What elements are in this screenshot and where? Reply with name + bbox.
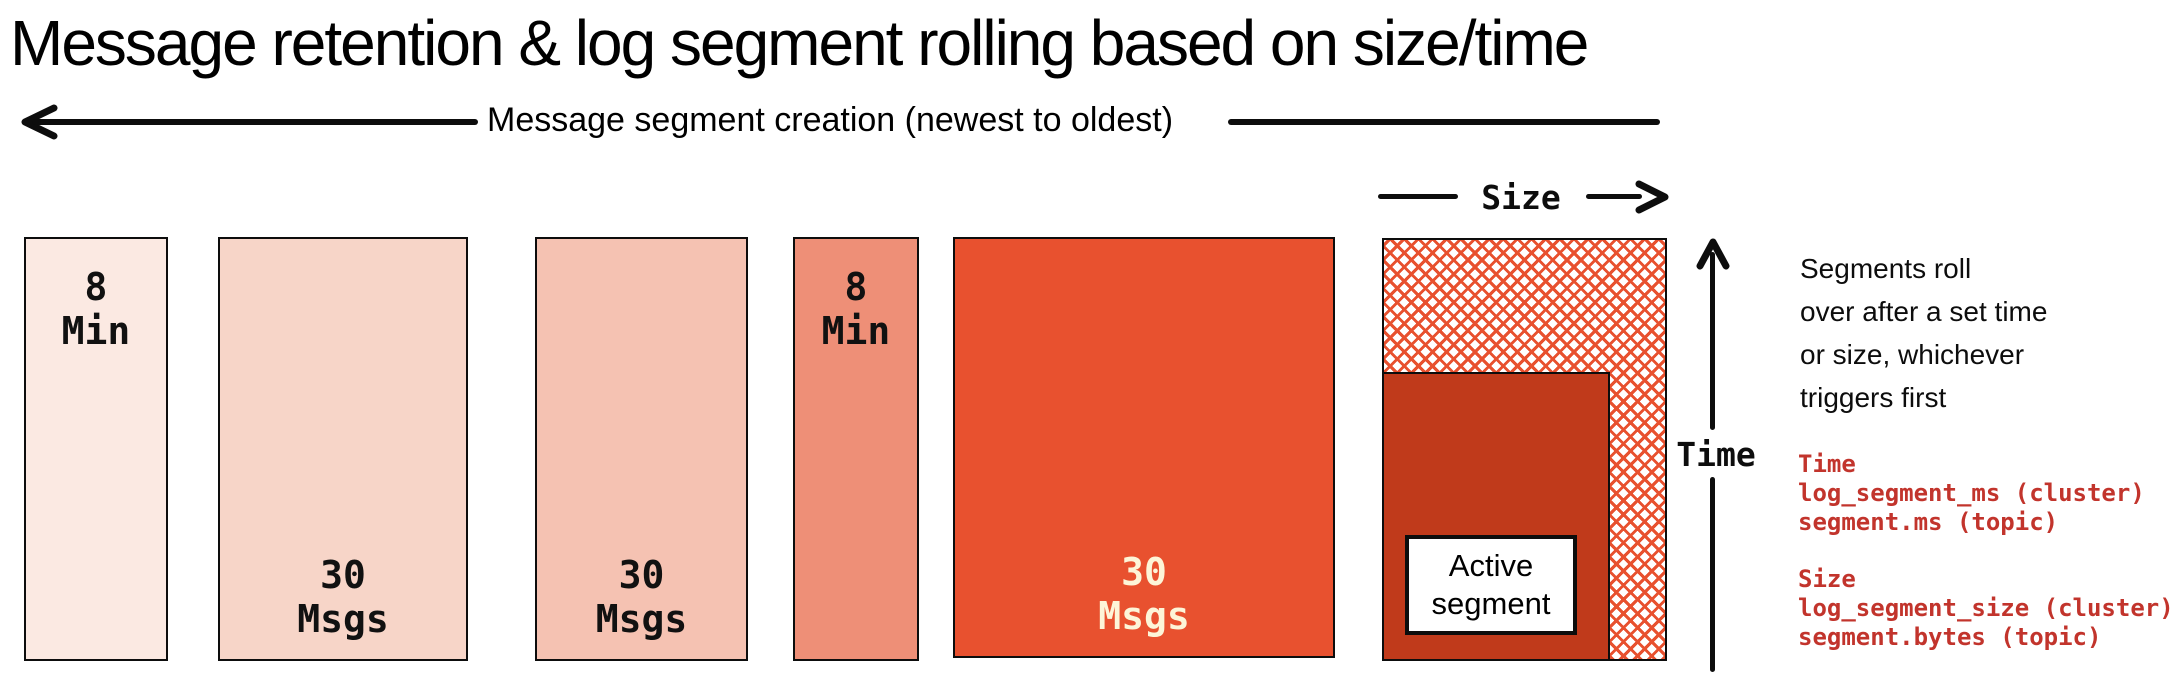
segment-3-label: 30 Msgs xyxy=(596,553,688,641)
timeline-arrow-shaft-left xyxy=(32,119,478,125)
time-axis-shaft-lower xyxy=(1710,477,1715,672)
segment-4-label: 8 Min xyxy=(822,265,891,353)
left-arrowhead-icon xyxy=(18,103,58,141)
segment-value: 30 xyxy=(618,553,665,597)
active-segment-label-box: Active segment xyxy=(1405,535,1577,635)
rollover-note: Segments roll over after a set time or s… xyxy=(1800,247,2047,419)
active-segment-label-line2: segment xyxy=(1431,586,1551,621)
segment-1-label: 8 Min xyxy=(62,265,131,353)
segment-unit: Msgs xyxy=(595,597,688,641)
config-line: segment.ms (topic) xyxy=(1798,508,2059,536)
segment-4: 8 Min xyxy=(793,237,919,661)
config-line: log_segment_size (cluster) xyxy=(1798,594,2171,622)
segment-unit: Min xyxy=(61,309,131,353)
segment-2-label: 30 Msgs xyxy=(297,553,389,641)
size-axis-label: Size xyxy=(1481,178,1561,217)
active-segment-label-line1: Active xyxy=(1448,548,1534,583)
note-line: triggers first xyxy=(1800,382,1947,413)
note-line: or size, whichever xyxy=(1800,339,2025,370)
page-title: Message retention & log segment rolling … xyxy=(10,7,1589,79)
time-config-reference: Time log_segment_ms (cluster) segment.ms… xyxy=(1798,450,2145,537)
right-arrowhead-icon xyxy=(1634,180,1670,214)
segment-2: 30 Msgs xyxy=(218,237,468,661)
up-arrowhead-icon xyxy=(1696,237,1730,271)
config-heading: Size xyxy=(1798,565,1856,593)
size-axis-shaft-left xyxy=(1378,194,1458,199)
segment-unit: Msgs xyxy=(297,597,389,641)
segment-value: 8 xyxy=(84,265,108,309)
segment-value: 30 xyxy=(320,553,366,597)
note-line: over after a set time xyxy=(1800,296,2048,327)
segment-5-label: 30 Msgs xyxy=(1098,550,1190,638)
size-axis-shaft-right xyxy=(1586,194,1642,199)
segment-3: 30 Msgs xyxy=(535,237,748,661)
timeline-arrow-shaft-right xyxy=(1228,119,1660,125)
config-line: log_segment_ms (cluster) xyxy=(1798,479,2145,507)
segment-1: 8 Min xyxy=(24,237,168,661)
config-heading: Time xyxy=(1798,450,1856,478)
segment-value: 30 xyxy=(1121,550,1167,594)
note-line: Segments roll xyxy=(1800,253,1972,284)
time-axis-shaft-upper xyxy=(1710,252,1715,430)
segment-unit: Min xyxy=(821,309,891,353)
timeline-arrow-label: Message segment creation (newest to olde… xyxy=(487,101,1174,139)
segment-value: 8 xyxy=(844,265,868,309)
segment-unit: Msgs xyxy=(1098,594,1190,638)
size-config-reference: Size log_segment_size (cluster) segment.… xyxy=(1798,565,2171,652)
segment-5: 30 Msgs xyxy=(953,237,1335,658)
config-line: segment.bytes (topic) xyxy=(1798,623,2102,651)
time-axis-label: Time xyxy=(1676,435,1756,474)
